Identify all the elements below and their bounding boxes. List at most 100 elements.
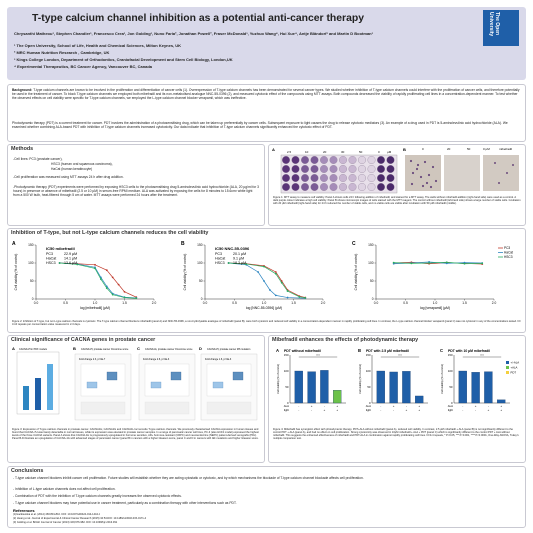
plate-well [377, 183, 385, 191]
pdt-legend-label: PDT [511, 371, 517, 375]
legend-label: HSC3 [504, 255, 513, 259]
fig1-b-label-mibefradil: mibefradil [499, 147, 513, 151]
clin-c-title: CACNA1G, prostate cancer Oncomine score [145, 348, 193, 351]
plate-well [320, 183, 328, 191]
pdt-x-sign: + [418, 404, 420, 408]
data-point-hsc3 [304, 297, 307, 299]
x-tick-label: 0.0 [374, 301, 379, 305]
ic50-cell: HSC3 [215, 261, 225, 265]
y-tick-label: 100 [28, 261, 34, 265]
clin-a-bar [23, 386, 29, 410]
pdt-legend-swatch [506, 361, 509, 364]
series-line-hsc3 [393, 261, 483, 265]
pdt-y-tick-label: 150 [448, 353, 453, 357]
y-axis-label: Cell viability (% of control) [14, 254, 18, 291]
clin-box-low [212, 381, 224, 389]
poster-authors: Chrysanthi Matheou¹, Stephen Chandler¹, … [14, 31, 373, 36]
plate-well [377, 174, 385, 182]
plate-label-2: 10 [305, 150, 309, 154]
clin-mini-legend [206, 401, 252, 415]
plate-well [339, 183, 347, 191]
plate-well [320, 174, 328, 182]
clinical-section: Clinical significance of CACNA genes in … [7, 335, 265, 463]
pdt-x-sign: - [406, 404, 407, 408]
pdt-x-sign: - [393, 408, 394, 412]
plate-well [339, 174, 347, 182]
ic50-cell: HaCat [46, 256, 56, 260]
plate-well [291, 174, 300, 182]
plate-well [282, 156, 290, 164]
plate-well [291, 165, 300, 173]
pdt-x-sign: - [298, 404, 299, 408]
plate-well [348, 156, 357, 164]
pdt-legend-swatch [506, 366, 509, 369]
pdt-bar [484, 371, 493, 404]
plate-well [386, 156, 395, 164]
pdt-panel-letter: C [440, 348, 443, 353]
plate-label-5: 50 [359, 150, 363, 154]
y-tick-label: 150 [368, 243, 374, 247]
data-point-hsc3 [298, 295, 301, 298]
plate-well [329, 165, 338, 173]
figure-1-caption: Figure 1: MTT assay to measure cell viab… [273, 196, 521, 206]
cell-dot [506, 172, 508, 174]
pdt-y-tick-label: 0 [287, 401, 289, 405]
plate-well [367, 174, 376, 182]
x-tick-label: 1.0 [433, 301, 438, 305]
x-tick-label: 1.0 [262, 301, 267, 305]
pdt-panel-title: PDT with 2.5 µM mibefradil [366, 349, 409, 353]
pdt-x-sign: - [488, 404, 489, 408]
logo-text: The Open University [488, 12, 500, 37]
plate-well [301, 183, 309, 191]
y-axis-label: Cell viability (% of control) [183, 254, 187, 291]
pdt-legend-swatch [506, 371, 509, 374]
series-line-pc3 [59, 262, 137, 298]
pdt-charts: A PDT without mibefradil 0 50 100 150 Cell via… [276, 348, 520, 412]
data-point-hsc3 [105, 287, 108, 290]
data-point-hsc3 [263, 265, 265, 268]
data-point-hsc3 [463, 262, 466, 265]
plate-well [301, 165, 309, 173]
pdt-bar [333, 390, 342, 404]
panel-label: A [12, 241, 16, 247]
plate-well [310, 165, 319, 173]
data-point-hsc3 [135, 297, 138, 300]
plate-well [339, 156, 347, 164]
plate-well [291, 183, 300, 191]
cell-dot [429, 185, 433, 189]
plate-well [348, 183, 357, 191]
clin-mini-title: Fold change 2.6, p<1E-3 [143, 358, 170, 361]
plate-label-1: 2.5 [287, 150, 292, 154]
plate-well [310, 156, 319, 164]
data-point-hsc3 [481, 262, 484, 265]
fig1-b-label-50: 50 [467, 147, 471, 151]
data-point-pc3 [111, 276, 114, 279]
data-point-hsc3 [94, 267, 96, 270]
x-tick-label: 0.5 [232, 301, 237, 305]
y-tick-label: 0 [32, 297, 34, 301]
ic50-title: IC50 mibefradil [46, 246, 75, 251]
background-paragraph-1: Background: T-type calcium channels are … [12, 88, 520, 100]
pdt-bar [376, 370, 385, 404]
plate-well [367, 183, 376, 191]
plate-label-3: 20 [323, 150, 327, 154]
clin-mini-title: Fold change 1.6, p<1E-3 [205, 358, 232, 361]
sig-stars: *** [480, 354, 484, 358]
data-point-hacat [286, 296, 289, 299]
pdt-legend-label: +ALA [511, 366, 518, 370]
clin-d-label: D [199, 346, 202, 351]
plate-well [282, 183, 290, 191]
pdt-row-label: light [366, 408, 371, 412]
inhibition-section: Inhibition of T-type, but not L-type cal… [7, 228, 526, 333]
cell-dot [411, 171, 415, 175]
clin-box-high [232, 371, 244, 381]
cell-dot [410, 182, 414, 186]
data-point-hsc3 [428, 262, 430, 264]
clin-box-high [106, 371, 118, 381]
plate-well [358, 183, 366, 191]
plate-well [367, 156, 376, 164]
data-point-hacat [274, 294, 277, 297]
series-line-hsc3 [59, 262, 137, 299]
pdt-bar [497, 399, 506, 404]
pdt-legend-label: +/-ALA [511, 361, 520, 365]
